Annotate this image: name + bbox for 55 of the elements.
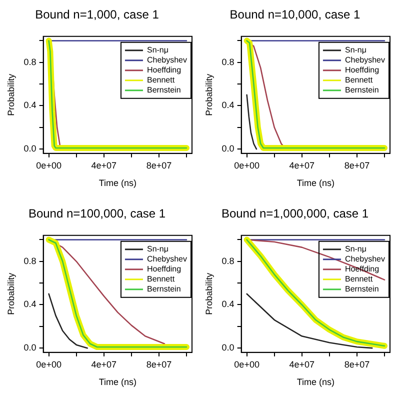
x-tick-label: 8e+07 (344, 359, 370, 370)
chart-title: Bound n=10,000, case 1 (230, 8, 361, 22)
legend-label: Bernstein (146, 86, 181, 95)
y-tick-label: 0.4 (222, 299, 234, 310)
y-axis-title: Probability (204, 73, 214, 116)
legend-label: Chebyshev (344, 254, 386, 264)
legend-label: Sn-nμ (146, 244, 169, 254)
chart-title: Bound n=100,000, case 1 (28, 206, 166, 221)
x-axis-title: Time (ns) (296, 178, 334, 188)
x-tick-label: 4e+07 (91, 160, 117, 170)
y-tick-label: 0.8 (24, 256, 36, 266)
y-tick-label: 0.4 (222, 100, 234, 110)
chart-title: Bound n=1,000,000, case 1 (221, 206, 369, 221)
y-tick-label: 0.4 (24, 100, 36, 110)
x-tick-label: 0e+00 (36, 160, 62, 170)
y-axis-title: Probability (6, 272, 16, 315)
chart-title: Bound n=1,000, case 1 (35, 8, 160, 22)
legend-label: Bernstein (146, 284, 181, 294)
legend-label: Sn-nμ (344, 46, 367, 55)
y-tick-label: 0.4 (24, 299, 36, 310)
y-tick-label: 0.8 (222, 256, 234, 266)
legend-label: Bennett (146, 274, 176, 284)
x-tick-label: 8e+07 (146, 160, 172, 170)
legend-label: Chebyshev (344, 56, 386, 65)
x-axis-title: Time (ns) (98, 178, 136, 188)
legend-label: Bernstein (344, 86, 379, 95)
x-axis-title: Time (ns) (296, 377, 334, 388)
y-tick-label: 0.0 (24, 144, 36, 154)
x-tick-label: 4e+07 (91, 359, 117, 370)
legend-label: Chebyshev (146, 254, 188, 264)
x-tick-label: 0e+00 (234, 359, 260, 370)
legend-label: Bennett (344, 76, 374, 85)
legend-label: Hoeffding (146, 264, 182, 274)
legend-label: Hoeffding (344, 66, 380, 75)
y-tick-label: 0.0 (222, 342, 234, 353)
x-tick-label: 0e+00 (234, 160, 260, 170)
y-axis-title: Probability (204, 272, 214, 315)
legend-label: Sn-nμ (344, 244, 367, 254)
x-tick-label: 0e+00 (36, 359, 62, 370)
x-tick-label: 8e+07 (146, 359, 172, 370)
y-tick-label: 0.8 (222, 56, 234, 67)
x-tick-label: 4e+07 (289, 160, 315, 170)
x-tick-label: 8e+07 (344, 160, 370, 170)
x-tick-label: 4e+07 (289, 359, 315, 370)
legend-label: Chebyshev (146, 56, 188, 65)
y-axis-title: Probability (6, 73, 16, 116)
legend-label: Hoeffding (146, 66, 182, 75)
y-tick-label: 0.8 (24, 56, 36, 67)
y-tick-label: 0.0 (222, 144, 234, 154)
legend-label: Bennett (146, 76, 176, 85)
x-axis-title: Time (ns) (98, 377, 136, 388)
legend-label: Bennett (344, 274, 374, 284)
legend-label: Sn-nμ (146, 46, 169, 55)
y-tick-label: 0.0 (24, 342, 36, 353)
legend-label: Bernstein (344, 284, 379, 294)
